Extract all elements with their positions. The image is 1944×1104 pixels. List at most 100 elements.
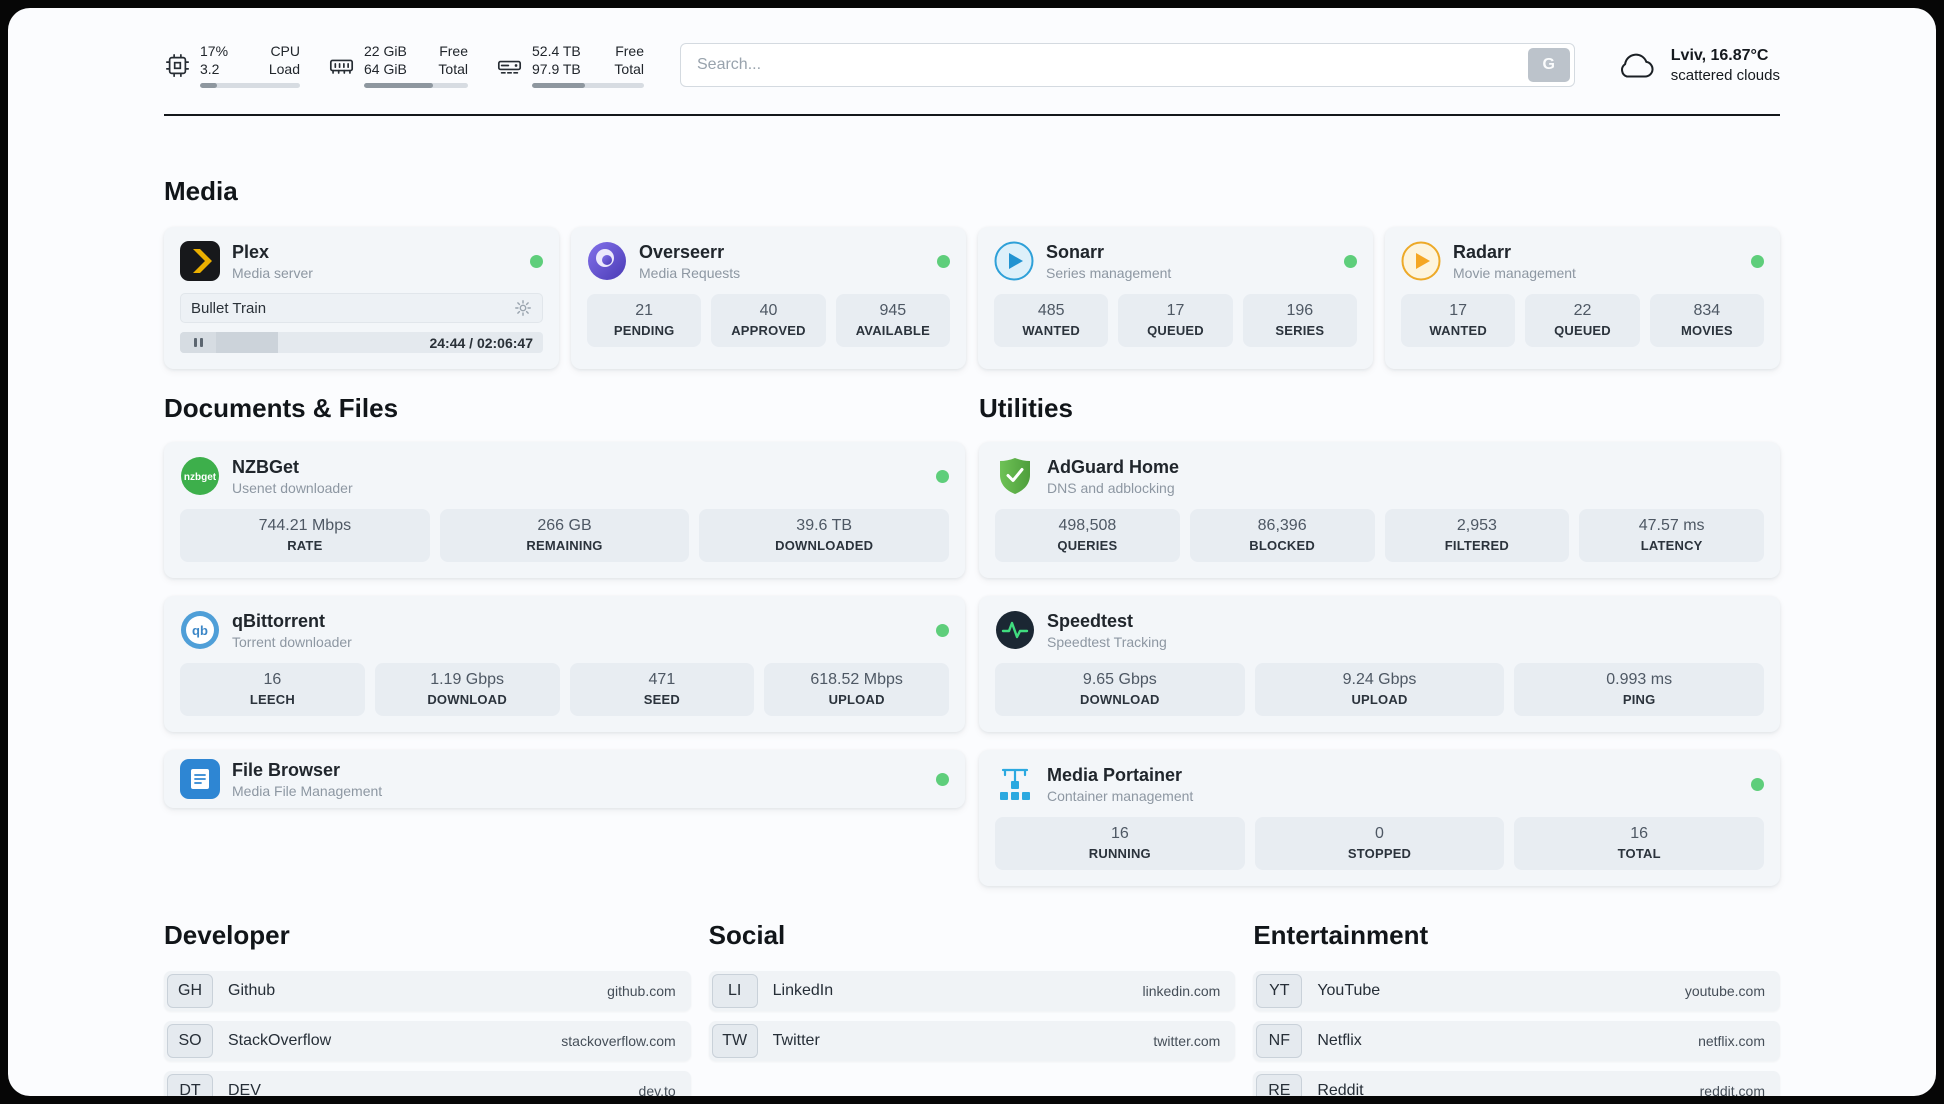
cpu-load-label: Load: [268, 61, 300, 78]
app-card-qbittorrent[interactable]: qb qBittorrent Torrent downloader: [164, 596, 965, 733]
stat-upload: 618.52 Mbps UPLOAD: [764, 663, 949, 717]
bookmark-twitter[interactable]: TW Twitter twitter.com: [708, 1021, 1236, 1062]
weather-condition: scattered clouds: [1670, 66, 1780, 84]
stat-download: 1.19 Gbps DOWNLOAD: [374, 663, 560, 717]
bookmarks-entertainment: Entertainment YT YouTube youtube.com NF …: [1253, 920, 1780, 1096]
disk-free-value: 52.4 TB: [532, 43, 581, 59]
utilities-column: Utilities: [979, 393, 1780, 887]
stat-download: 9.65 Gbps DOWNLOAD: [995, 663, 1245, 717]
disk-free-label: Free: [615, 43, 644, 59]
radarr-icon: [1401, 241, 1441, 281]
bookmark-github[interactable]: GH Github github.com: [164, 971, 691, 1012]
bookmark-url: github.com: [607, 983, 676, 1000]
search-bar: G: [680, 43, 1575, 88]
search-engine-button[interactable]: G: [1527, 48, 1570, 83]
disk-icon: [497, 60, 522, 74]
stat-upload: 9.24 Gbps UPLOAD: [1254, 663, 1505, 717]
playback-time: 24:44 / 02:06:47: [429, 334, 533, 351]
bookmark-dev[interactable]: DT DEV dev.to: [164, 1071, 691, 1096]
app-name: AdGuard Home: [1047, 457, 1180, 478]
bookmark-name: Reddit: [1317, 1082, 1364, 1096]
cpu-icon: [165, 53, 190, 77]
online-indicator: [936, 469, 949, 483]
bookmark-url: linkedin.com: [1142, 983, 1221, 1000]
svg-text:nzbget: nzbget: [184, 472, 217, 483]
app-name: Overseerr: [639, 242, 725, 263]
disk-total-label: Total: [614, 61, 644, 78]
app-subtitle: Series management: [1046, 264, 1172, 281]
app-name: File Browser: [232, 760, 341, 781]
cpu-progress-bar: [200, 83, 300, 89]
app-name: qBittorrent: [232, 611, 325, 632]
app-subtitle: Media server: [232, 264, 313, 281]
documents-column: Documents & Files nzbget: [164, 393, 965, 886]
stat-queued: 17 QUEUED: [1118, 294, 1233, 348]
stat-wanted: 485 WANTED: [994, 294, 1109, 348]
now-playing-title: Bullet Train: [191, 299, 267, 317]
ram-progress-bar: [364, 83, 468, 89]
app-card-overseerr[interactable]: Overseerr Media Requests 21 PENDING 40 A…: [571, 227, 966, 370]
stat-series: 196 SERIES: [1242, 294, 1357, 348]
section-title-documents: Documents & Files: [164, 393, 399, 424]
app-card-speedtest[interactable]: Speedtest Speedtest Tracking 9.65 Gbps D…: [979, 596, 1780, 733]
online-indicator: [936, 772, 949, 786]
dashboard-window: 17% 3.2 CPU Load: [8, 8, 1936, 1096]
app-card-portainer[interactable]: Media Portainer Container management 16 …: [979, 750, 1780, 887]
app-card-sonarr[interactable]: Sonarr Series management 485 WANTED 17 Q…: [978, 227, 1373, 370]
app-name: Speedtest: [1047, 611, 1134, 632]
now-playing-bar: Bullet Train: [180, 293, 543, 324]
ram-free-value: 22 GiB: [364, 43, 407, 59]
bookmarks-developer: Developer GH Github github.com SO StackO…: [164, 920, 691, 1096]
settings-gear-icon[interactable]: [514, 299, 532, 317]
app-subtitle: Movie management: [1453, 264, 1576, 281]
app-card-adguard[interactable]: AdGuard Home DNS and adblocking 498,508 …: [979, 442, 1780, 579]
online-indicator: [1751, 254, 1764, 268]
overseerr-icon: [587, 241, 627, 281]
bookmark-url: stackoverflow.com: [561, 1033, 676, 1050]
cpu-load-value: 3.2: [200, 61, 220, 78]
bookmark-url: dev.to: [638, 1083, 676, 1096]
app-subtitle: Usenet downloader: [232, 479, 353, 496]
bookmark-icon: TW: [711, 1024, 758, 1059]
online-indicator: [1344, 254, 1357, 268]
online-indicator: [936, 623, 949, 637]
app-card-filebrowser[interactable]: File Browser Media File Management: [164, 750, 965, 809]
pause-button[interactable]: [180, 332, 216, 354]
stat-rate: 744.21 Mbps RATE: [180, 509, 430, 563]
nzbget-icon: nzbget: [180, 456, 220, 496]
bookmark-reddit[interactable]: RE Reddit reddit.com: [1253, 1071, 1780, 1096]
bookmark-name: LinkedIn: [772, 982, 834, 1000]
disk-widget: 52.4 TB 97.9 TB Free Total: [496, 42, 644, 89]
bookmark-icon: NF: [1256, 1024, 1303, 1059]
section-title-utilities: Utilities: [979, 393, 1073, 424]
disk-progress-bar: [532, 83, 644, 89]
bookmark-netflix[interactable]: NF Netflix netflix.com: [1253, 1021, 1780, 1062]
bookmark-name: Netflix: [1317, 1032, 1362, 1050]
bookmark-url: youtube.com: [1684, 983, 1765, 1000]
stat-queued: 22 QUEUED: [1525, 294, 1640, 348]
stat-running: 16 RUNNING: [995, 817, 1245, 871]
bookmark-icon: LI: [711, 974, 758, 1009]
stat-blocked: 86,396 BLOCKED: [1189, 509, 1375, 563]
bookmark-url: twitter.com: [1153, 1033, 1221, 1050]
app-card-plex[interactable]: Plex Media server Bullet Train: [164, 227, 559, 370]
bookmark-icon: YT: [1256, 974, 1303, 1009]
bookmark-stackoverflow[interactable]: SO StackOverflow stackoverflow.com: [164, 1021, 691, 1062]
playback-progress: 24:44 / 02:06:47: [180, 332, 543, 354]
bookmark-youtube[interactable]: YT YouTube youtube.com: [1253, 971, 1780, 1012]
stat-total: 16 TOTAL: [1514, 817, 1765, 871]
app-name: NZBGet: [232, 457, 299, 478]
bookmark-linkedin[interactable]: LI LinkedIn linkedin.com: [708, 971, 1236, 1012]
playback-fill: [216, 332, 279, 354]
stat-wanted: 17 WANTED: [1401, 294, 1516, 348]
cpu-usage-label: CPU: [270, 43, 300, 59]
ram-progress-fill: [364, 83, 433, 89]
bookmark-url: reddit.com: [1699, 1083, 1765, 1096]
app-card-radarr[interactable]: Radarr Movie management 17 WANTED 22 QUE…: [1385, 227, 1780, 370]
section-title-developer: Developer: [164, 920, 290, 951]
search-input[interactable]: [680, 43, 1575, 88]
playback-track[interactable]: [216, 332, 543, 354]
app-card-nzbget[interactable]: nzbget NZBGet Usenet downloader 74: [164, 442, 965, 579]
bookmark-url: netflix.com: [1698, 1033, 1765, 1050]
bookmark-name: StackOverflow: [228, 1032, 332, 1050]
